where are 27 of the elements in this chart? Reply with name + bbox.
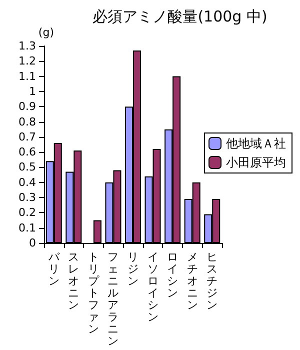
x-tick-label: トリプトファン: [88, 250, 100, 336]
x-tick-label: バリン: [47, 250, 60, 288]
y-tick-label: 1: [29, 84, 36, 98]
y-tick-label: 1.1: [18, 70, 36, 83]
chart-title: 必須アミノ酸量(100g 中): [92, 8, 268, 26]
y-tick-label: 0.8: [18, 115, 36, 128]
y-tick-label: 0.7: [18, 130, 36, 144]
x-tick-label: ヒスチジン: [206, 250, 218, 312]
y-tick-label: 0.4: [18, 176, 36, 189]
y-tick-label: 0.9: [18, 100, 36, 114]
x-tick-label: フェニルアラニン: [108, 250, 119, 348]
y-tick-label: 0.5: [18, 160, 36, 174]
y-tick-label: 0.6: [18, 146, 36, 159]
x-tick-label: ロイシン: [167, 250, 178, 300]
y-tick-label: 0.1: [18, 221, 36, 234]
legend-label: 小田原平均: [226, 156, 286, 170]
x-tick-label: リジン: [128, 250, 138, 288]
y-tick-label: 1.2: [18, 54, 36, 68]
y-axis-title: (g): [38, 26, 54, 39]
x-tick-label: スレオニン: [68, 250, 80, 312]
y-tick-label: 0.2: [18, 206, 36, 220]
y-tick-label: 1.3: [18, 40, 36, 52]
y-tick-label: 0.3: [18, 191, 36, 204]
y-tick-label: 0: [29, 236, 36, 250]
legend-label: 他地域Ａ社: [226, 136, 286, 150]
x-tick-label: メチオニン: [186, 250, 198, 312]
x-tick-label: イソロイシン: [147, 250, 158, 324]
